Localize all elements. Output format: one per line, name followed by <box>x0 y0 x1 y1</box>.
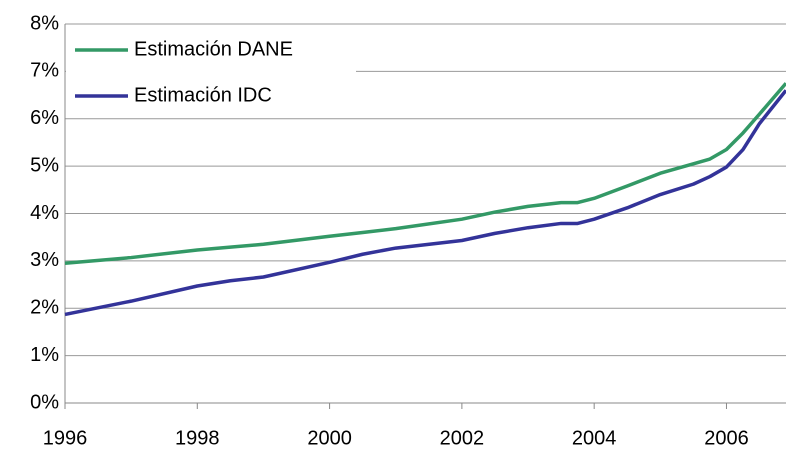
y-tick-label: 6% <box>30 107 59 129</box>
x-tick-label: 2006 <box>704 427 749 449</box>
y-tick-label: 8% <box>30 12 59 34</box>
y-tick-label: 2% <box>30 297 59 319</box>
legend-label: Estimación IDC <box>134 84 272 106</box>
y-tick-label: 3% <box>30 249 59 271</box>
x-tick-label: 1998 <box>175 427 220 449</box>
y-tick-label: 4% <box>30 202 59 224</box>
series-line <box>64 82 786 265</box>
x-tick-label: 2000 <box>307 427 352 449</box>
x-tick-label: 2002 <box>440 427 485 449</box>
y-tick-label: 7% <box>30 60 59 82</box>
x-tick-label: 1996 <box>43 427 88 449</box>
x-tick-label: 2004 <box>572 427 617 449</box>
legend-label: Estimación DANE <box>134 38 293 60</box>
y-tick-label: 0% <box>30 391 59 413</box>
y-tick-label: 5% <box>30 154 59 176</box>
y-tick-label: 1% <box>30 344 59 366</box>
series-line <box>64 89 786 317</box>
